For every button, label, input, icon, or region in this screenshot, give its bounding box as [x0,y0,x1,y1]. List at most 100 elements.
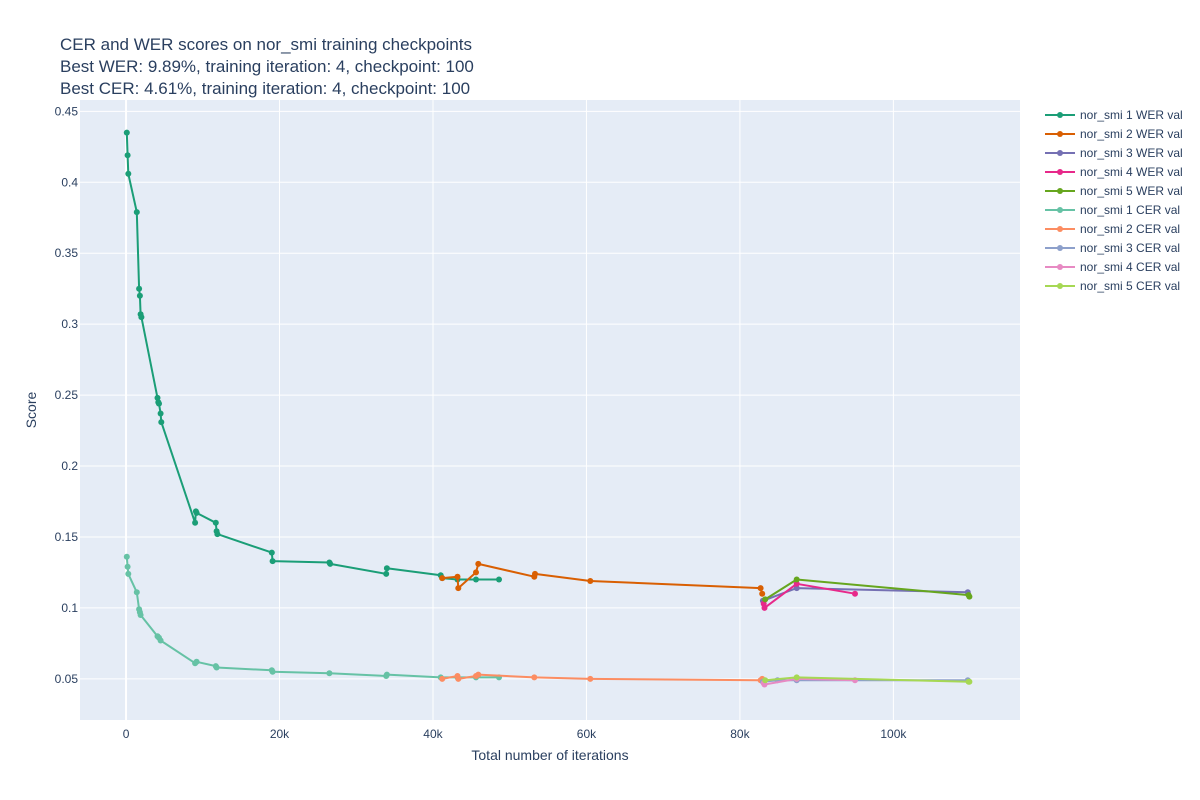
data-point [125,170,132,177]
legend-swatch-marker [1057,131,1063,137]
legend-item[interactable]: nor_smi 2 WER val [1045,127,1183,141]
series-line [442,562,764,594]
legend-item[interactable]: nor_smi 4 CER val [1045,260,1180,274]
legend-swatch-marker [1057,188,1063,194]
x-axis-title: Total number of iterations [471,747,628,763]
data-point [124,152,131,159]
legend-swatch-marker [1057,169,1063,175]
series-2 [439,560,766,597]
data-point [762,677,769,684]
data-point [133,209,140,216]
x-tick-label: 60k [577,727,597,741]
grid-lines [80,100,1020,720]
y-tick-label: 0.3 [61,317,78,331]
data-point [157,637,164,644]
legend: nor_smi 1 WER val nor_smi 2 WER val nor_sm… [1045,108,1183,293]
data-point [327,560,334,567]
x-axis-ticks: 0 20k 40k 60k 80k 100k [123,727,908,741]
data-point [136,292,143,299]
legend-label: nor_smi 1 WER val [1080,108,1183,122]
legend-item[interactable]: nor_smi 5 CER val [1045,279,1180,293]
legend-label: nor_smi 5 WER val [1080,184,1183,198]
data-point [383,570,390,577]
data-point [966,593,973,600]
data-point [587,578,594,584]
data-point [133,589,140,596]
data-point [473,569,479,576]
data-point [268,549,275,556]
legend-item[interactable]: nor_smi 5 WER val [1045,184,1183,198]
data-point [157,410,164,417]
data-point [137,612,144,618]
data-point [125,570,132,577]
x-tick-label: 40k [423,727,443,741]
data-point [475,560,482,567]
data-point [439,575,446,582]
data-point [136,285,143,292]
data-point [762,596,769,603]
legend-item[interactable]: nor_smi 1 WER val [1045,108,1183,122]
chart-title-line-2: Best WER: 9.89%, training iteration: 4, … [60,57,474,76]
legend-item[interactable]: nor_smi 1 CER val [1045,203,1180,217]
data-point [214,531,221,538]
legend-swatch-marker [1057,207,1063,213]
series-7 [439,671,766,684]
y-tick-label: 0.15 [55,530,79,544]
data-point [759,590,766,597]
series-layer [123,129,973,688]
x-tick-label: 0 [123,727,130,741]
legend-swatch-marker [1057,245,1063,251]
data-point [793,576,800,583]
data-point [757,585,764,592]
x-tick-label: 20k [270,727,290,741]
data-point [213,664,220,671]
legend-swatch-marker [1057,264,1063,270]
data-point [587,675,594,682]
data-point [966,678,973,685]
legend-item[interactable]: nor_smi 3 WER val [1045,146,1183,160]
data-point [793,674,800,681]
data-point [383,671,390,678]
legend-item[interactable]: nor_smi 4 WER val [1045,165,1183,179]
data-point [124,563,131,570]
chart-title-line-3: Best CER: 4.61%, training iteration: 4, … [60,79,470,98]
y-tick-label: 0.1 [61,601,78,615]
legend-swatch-marker [1057,283,1063,289]
data-point [138,314,145,321]
data-point [455,675,462,682]
legend-label: nor_smi 4 WER val [1080,165,1183,179]
data-point [439,675,446,682]
legend-label: nor_smi 2 CER val [1080,222,1180,236]
y-tick-label: 0.25 [55,388,79,402]
y-tick-label: 0.4 [61,175,78,189]
y-tick-label: 0.35 [55,246,79,260]
data-point [496,576,502,583]
legend-swatch-marker [1057,226,1063,232]
x-tick-label: 80k [730,727,750,741]
data-point [158,419,165,426]
data-point [761,604,768,611]
data-point [193,509,200,516]
legend-label: nor_smi 4 CER val [1080,260,1180,274]
chart-title-line-1: CER and WER scores on nor_smi training c… [60,35,472,54]
data-point [123,129,130,136]
legend-label: nor_smi 3 WER val [1080,146,1183,160]
data-point [212,519,219,526]
legend-item[interactable]: nor_smi 3 CER val [1045,241,1180,255]
data-point [531,674,538,681]
data-point [269,558,276,565]
x-tick-label: 100k [880,727,907,741]
legend-item[interactable]: nor_smi 2 CER val [1045,222,1180,236]
data-point [475,671,482,678]
data-point [192,519,199,526]
series-10 [762,674,973,685]
series-4 [760,580,858,611]
legend-swatch-marker [1057,150,1063,156]
y-tick-label: 0.05 [55,672,79,686]
data-point [793,585,800,592]
data-point [793,580,800,587]
data-point [156,400,162,407]
data-point [454,573,461,580]
legend-swatch-marker [1057,112,1063,118]
legend-label: nor_smi 5 CER val [1080,279,1180,293]
